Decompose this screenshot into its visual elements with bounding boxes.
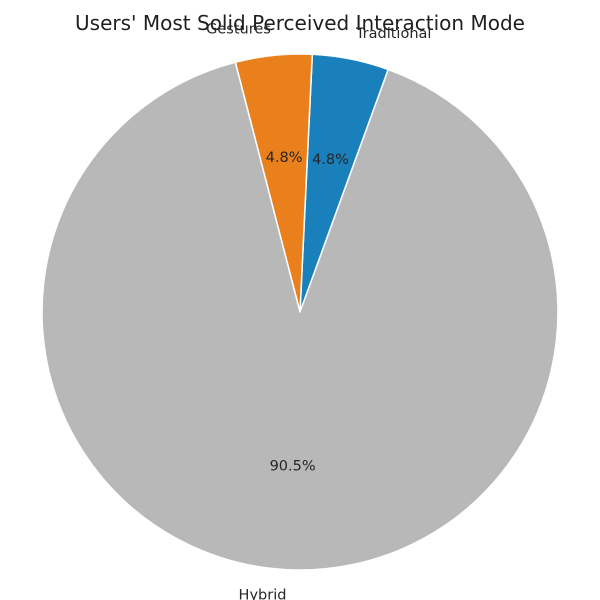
slice-label-traditional: Traditional xyxy=(355,26,432,42)
slice-label-hybrid: Hybrid xyxy=(239,587,287,600)
pct-label-hybrid: 90.5% xyxy=(270,459,316,475)
chart-title: Users' Most Solid Perceived Interaction … xyxy=(75,11,525,35)
pct-label-traditional: 4.8% xyxy=(312,152,349,168)
pie-slice-hybrid xyxy=(41,61,559,571)
pie-slices xyxy=(41,53,559,571)
slice-label-gestures: Gestures xyxy=(206,22,271,38)
pie-labels: Traditional 4.8% Gestures 4.8% Hybrid 90.5% xyxy=(206,22,431,600)
pct-label-gestures: 4.8% xyxy=(266,150,303,166)
